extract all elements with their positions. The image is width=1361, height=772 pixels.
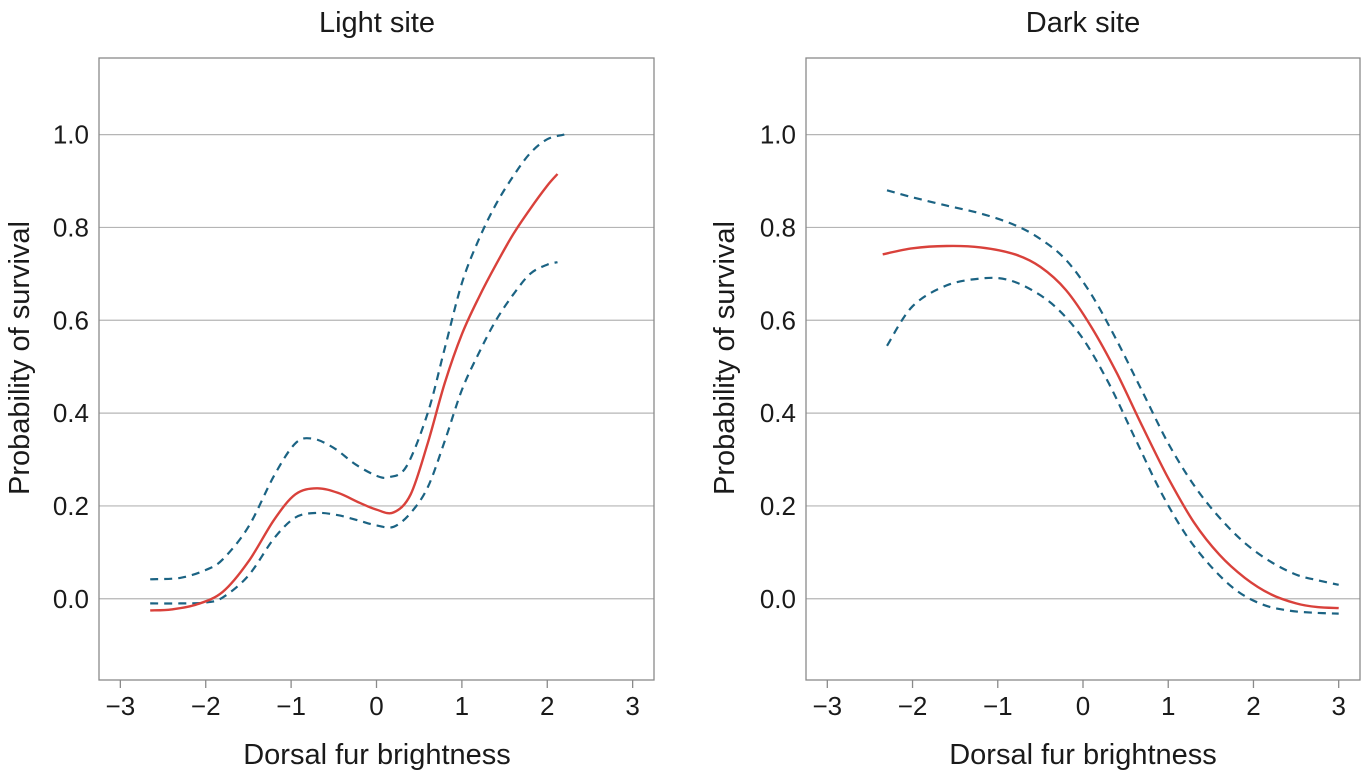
y-tick-label: 0.8: [760, 212, 796, 242]
chart-title: Light site: [319, 7, 435, 39]
y-tick-label: 0.8: [53, 212, 89, 242]
panel-light-site: Light site Dorsal fur brightness Probabi…: [4, 7, 655, 771]
confidence-band-line: [886, 189, 1339, 586]
x-tick-label: 3: [1331, 691, 1345, 721]
x-tick-label: −1: [276, 691, 306, 721]
x-tick-label: 2: [540, 691, 554, 721]
plot-frame: [805, 57, 1361, 681]
y-tick-label: 0.6: [760, 305, 796, 335]
confidence-band-line: [150, 133, 565, 581]
x-axis-label: Dorsal fur brightness: [243, 739, 511, 771]
confidence-band-line: [150, 261, 558, 605]
y-axis-label: Probability of survival: [4, 221, 36, 495]
x-tick-label: 2: [1246, 691, 1260, 721]
y-tick-label: 0.2: [53, 491, 89, 521]
x-tick-label: 0: [1076, 691, 1090, 721]
chart-title: Dark site: [1026, 7, 1140, 39]
x-tick-label: 1: [455, 691, 469, 721]
confidence-band-line: [886, 276, 1339, 615]
fitted-line: [882, 244, 1339, 610]
y-tick-label: 1.0: [760, 120, 796, 150]
x-tick-label: 0: [369, 691, 383, 721]
x-tick-label: 1: [1161, 691, 1175, 721]
fitted-line: [150, 173, 559, 612]
y-tick-label: 0.2: [760, 491, 796, 521]
x-tick-label: 3: [625, 691, 639, 721]
y-tick-label: 0.6: [53, 305, 89, 335]
y-tick-label: 1.0: [53, 120, 89, 150]
x-tick-label: −1: [983, 691, 1013, 721]
y-axis-label: Probability of survival: [709, 221, 741, 495]
y-tick-label: 0.4: [53, 398, 89, 428]
y-tick-label: 0.0: [53, 584, 89, 614]
x-tick-label: −3: [812, 691, 842, 721]
x-axis-label: Dorsal fur brightness: [949, 739, 1217, 771]
panel-dark-site: Dark site Dorsal fur brightness Probabil…: [709, 7, 1361, 771]
x-tick-label: −2: [898, 691, 928, 721]
x-tick-label: −3: [106, 691, 136, 721]
y-tick-label: 0.4: [760, 398, 796, 428]
x-tick-label: −2: [191, 691, 221, 721]
plot-frame: [98, 57, 655, 681]
y-tick-label: 0.0: [760, 584, 796, 614]
